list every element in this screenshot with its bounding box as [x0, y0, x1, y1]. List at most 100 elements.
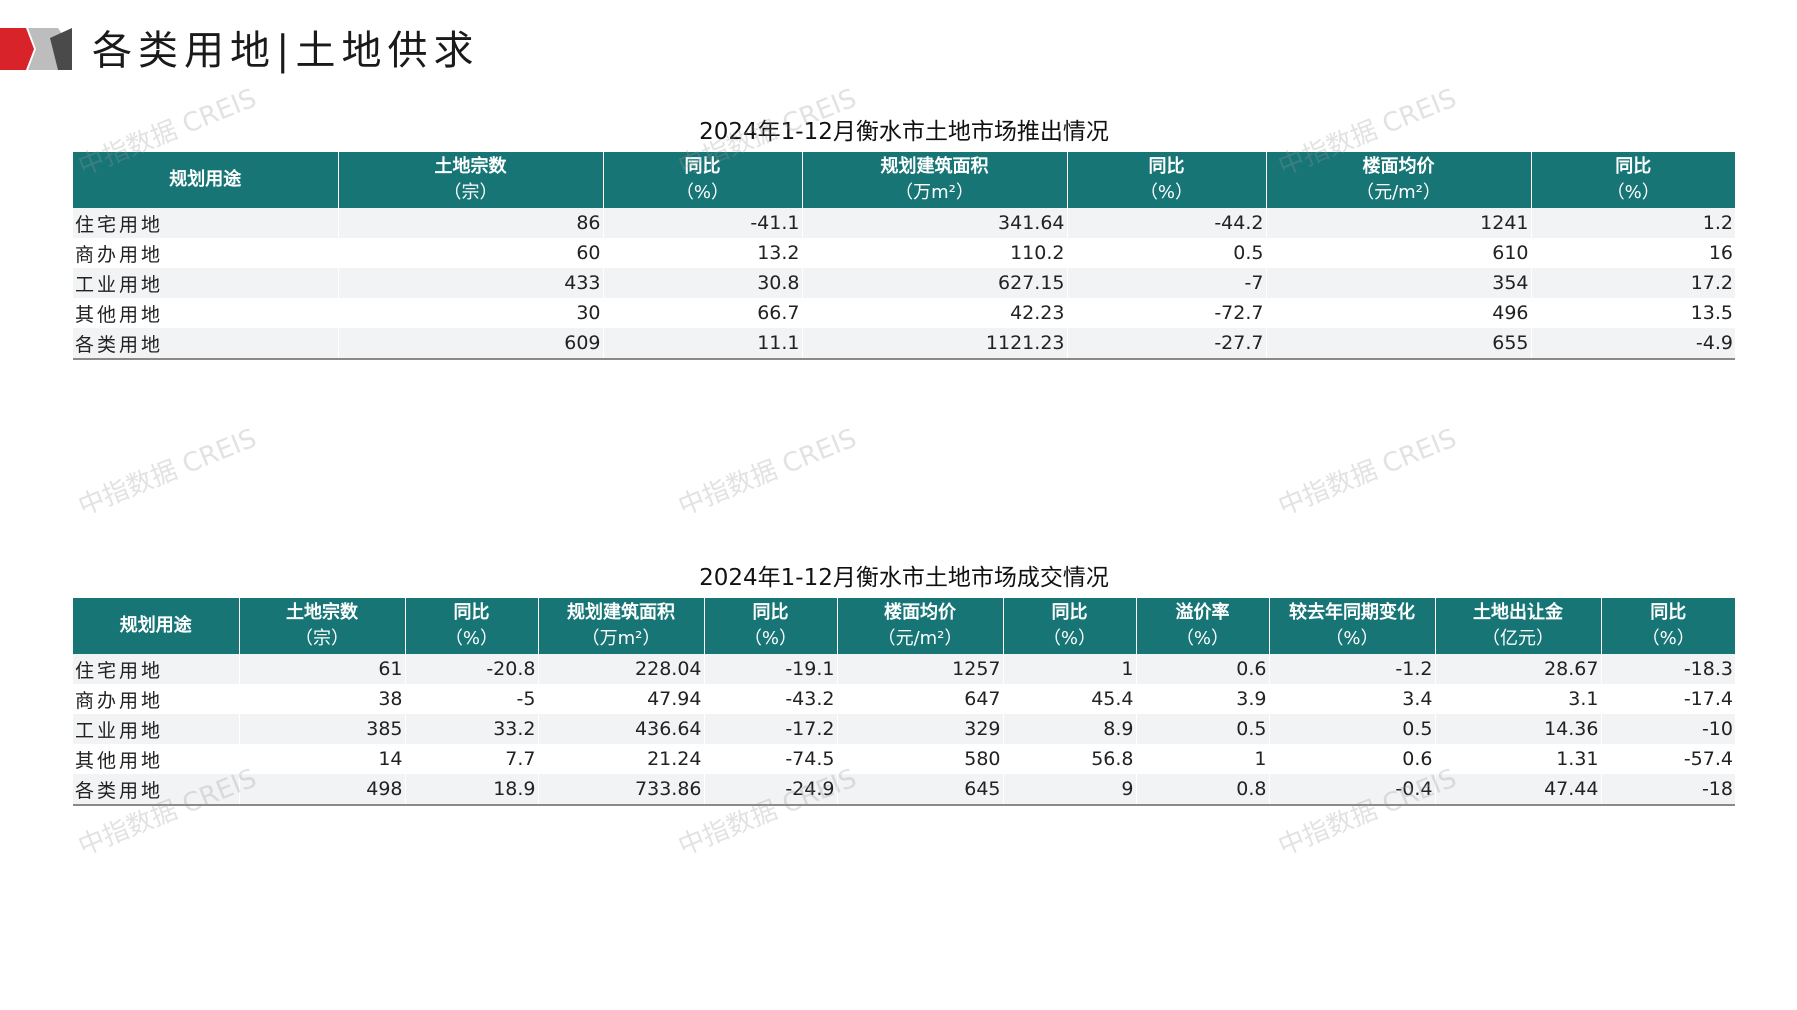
- table-cell: -18: [1600, 774, 1735, 806]
- column-header-label: 土地宗数: [434, 156, 507, 177]
- table-cell: 1.2: [1530, 208, 1735, 238]
- column-header-label: 溢价率: [1175, 602, 1230, 623]
- column-header: 规划用途: [73, 152, 338, 208]
- table-cell: 580: [836, 744, 1003, 774]
- table-cell: 30.8: [602, 268, 802, 298]
- logo-icon: [0, 28, 72, 70]
- column-header-label: 同比: [684, 156, 721, 177]
- table-row: 工业用地 433 30.8 627.15 -7 354 17.2: [73, 268, 1735, 298]
- table-cell: 329: [836, 714, 1003, 744]
- table-cell: 609: [337, 328, 603, 360]
- column-header: 规划用途: [73, 598, 239, 654]
- column-header-label: 同比: [1615, 156, 1652, 177]
- watermark: 中指数据 CREIS: [74, 423, 261, 523]
- table-cell: -72.7: [1066, 298, 1266, 328]
- column-header-unit: （宗）: [295, 628, 349, 649]
- column-header: 楼面均价 （元/m²）: [1265, 152, 1531, 208]
- table1-caption: 2024年1-12月衡水市土地市场推出情况: [699, 119, 1109, 145]
- table-row: 工业用地 385 33.2 436.64 -17.2 329 8.9 0.5 0.5 14.36-…: [73, 714, 1735, 744]
- table-cell: -44.2: [1066, 208, 1266, 238]
- column-header-label: 规划用途: [169, 169, 242, 190]
- table-row: 各类用地 609 11.1 1121.23 -27.7 655 -4.9: [73, 328, 1735, 360]
- column-header: 土地宗数 （宗）: [238, 598, 405, 654]
- table-row: 商办用地 60 13.2 110.2 0.5 610 16: [73, 238, 1735, 268]
- table-cell: 1: [1002, 654, 1136, 684]
- column-header-label: 同比: [1148, 156, 1185, 177]
- table-cell: -5: [404, 684, 538, 714]
- row-label: 各类用地: [73, 774, 239, 806]
- table-cell: 38: [238, 684, 405, 714]
- table-cell: -20.8: [404, 654, 538, 684]
- table-cell: 0.5: [1135, 714, 1269, 744]
- column-header-unit: （%）: [1175, 628, 1230, 649]
- table-cell: -57.4: [1600, 744, 1735, 774]
- column-header: 较去年同期变化 （%）: [1268, 598, 1435, 654]
- table-cell: 17.2: [1530, 268, 1735, 298]
- table-cell: -27.7: [1066, 328, 1266, 360]
- table-row: 其他用地 30 66.7 42.23 -72.7 496 13.5: [73, 298, 1735, 328]
- table-cell: 1: [1135, 744, 1269, 774]
- table-cell: 433: [337, 268, 603, 298]
- table-cell: 3.1: [1434, 684, 1601, 714]
- table-cell: 0.6: [1135, 654, 1269, 684]
- column-header-label: 规划建筑面积: [567, 602, 675, 623]
- table-cell: -17.4: [1600, 684, 1735, 714]
- column-header-label: 较去年同期变化: [1289, 602, 1415, 623]
- column-header-label: 规划建筑面积: [880, 156, 989, 177]
- table-cell: 30: [337, 298, 603, 328]
- column-header: 规划建筑面积 （万m²）: [801, 152, 1067, 208]
- column-header: 土地宗数 （宗）: [337, 152, 603, 208]
- table-cell: 496: [1265, 298, 1531, 328]
- table-cell: 3.9: [1135, 684, 1269, 714]
- table-cell: 13.5: [1530, 298, 1735, 328]
- table-cell: 60: [337, 238, 603, 268]
- table-cell: 56.8: [1002, 744, 1136, 774]
- table-cell: 0.5: [1066, 238, 1266, 268]
- table-cell: -74.5: [703, 744, 837, 774]
- column-header-label: 土地出让金: [1473, 602, 1563, 623]
- table-cell: 47.94: [537, 684, 704, 714]
- table-cell: 436.64: [537, 714, 704, 744]
- table-cell: 1257: [836, 654, 1003, 684]
- table-cell: 228.04: [537, 654, 704, 684]
- table-cell: -18.3: [1600, 654, 1735, 684]
- column-header-unit: （%）: [444, 628, 499, 649]
- row-label: 工业用地: [73, 714, 239, 744]
- column-header: 同比 （%）: [1600, 598, 1735, 654]
- table-header-row: 规划用途 土地宗数 （宗） 同比 （%） 规划建筑面积 （万m²） 同比 （%） 楼面均价 （元/m…: [73, 152, 1735, 208]
- table-row: 其他用地 14 7.7 21.24 -74.5 580 56.8 1 0.6 1.31 -57.4: [73, 744, 1735, 774]
- column-header-unit: （%）: [675, 182, 730, 203]
- column-header-label: 规划用途: [119, 615, 192, 636]
- page-title: 各类用地|土地供求: [92, 28, 480, 74]
- column-header-unit: （万m²）: [581, 628, 661, 649]
- table-cell: 110.2: [801, 238, 1067, 268]
- table2-caption: 2024年1-12月衡水市土地市场成交情况: [699, 565, 1109, 591]
- column-header: 同比 （%）: [1002, 598, 1136, 654]
- column-header-label: 土地宗数: [286, 602, 358, 623]
- table-cell: -4.9: [1530, 328, 1735, 360]
- column-header-unit: （宗）: [443, 182, 498, 203]
- table-cell: -1.2: [1268, 654, 1435, 684]
- table-cell: -43.2: [703, 684, 837, 714]
- table-cell: 86: [337, 208, 603, 238]
- column-header: 同比 （%）: [602, 152, 802, 208]
- column-header: 同比 （%）: [1530, 152, 1735, 208]
- table-cell: 1.31: [1434, 744, 1601, 774]
- table-cell: 47.44: [1434, 774, 1601, 806]
- table-cell: 647: [836, 684, 1003, 714]
- table-cell: 13.2: [602, 238, 802, 268]
- table-row: 住宅用地 86 -41.1 341.64 -44.2 1241 1.2: [73, 208, 1735, 238]
- watermark: 中指数据 CREIS: [1274, 423, 1461, 523]
- column-header-label: 楼面均价: [884, 602, 956, 623]
- column-header-label: 同比: [752, 602, 789, 623]
- table-cell: -19.1: [703, 654, 837, 684]
- table-cell: -17.2: [703, 714, 837, 744]
- table-row: 各类用地 498 18.9 733.86 -24.9 645 9 0.8 -0.4 47.44 -1…: [73, 774, 1735, 806]
- column-header-unit: （万m²）: [895, 182, 974, 203]
- table-cell: 3.4: [1268, 684, 1435, 714]
- column-header: 同比 （%）: [703, 598, 837, 654]
- table-cell: 0.8: [1135, 774, 1269, 806]
- table-cell: -0.4: [1268, 774, 1435, 806]
- table-cell: 354: [1265, 268, 1531, 298]
- column-header-unit: （%）: [1139, 182, 1194, 203]
